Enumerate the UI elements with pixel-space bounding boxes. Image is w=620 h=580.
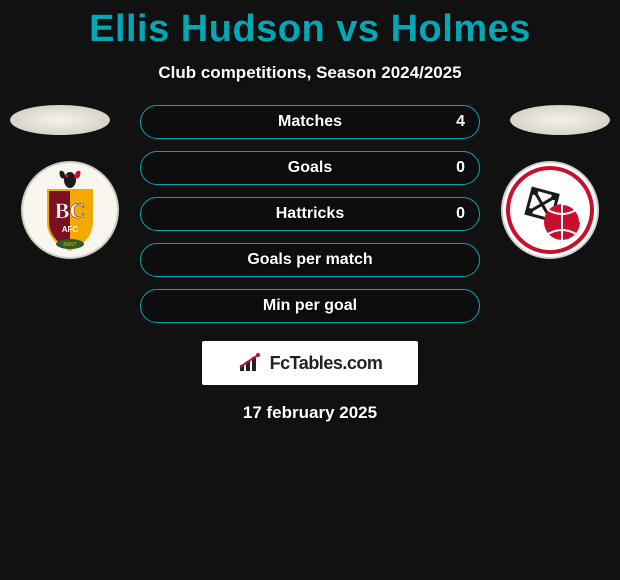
stat-label: Goals bbox=[288, 159, 332, 177]
date-line: 17 february 2025 bbox=[0, 403, 620, 423]
page-title: Ellis Hudson vs Holmes bbox=[0, 0, 620, 51]
bradford-badge-icon: BC AFC BANT bbox=[20, 160, 120, 260]
stat-label: Matches bbox=[278, 113, 342, 131]
rotherham-badge-icon bbox=[500, 160, 600, 260]
comparison-area: BC AFC BANT bbox=[0, 105, 620, 423]
stat-value-right: 0 bbox=[456, 159, 465, 177]
svg-text:AFC: AFC bbox=[62, 225, 79, 234]
stat-label: Hattricks bbox=[276, 205, 344, 223]
player-head-right bbox=[510, 105, 610, 135]
stat-row-goals-per-match: Goals per match bbox=[140, 243, 480, 277]
brand-logo-box: FcTables.com bbox=[202, 341, 418, 385]
stats-column: Matches 4 Goals 0 Hattricks 0 Goals per … bbox=[140, 105, 480, 323]
stat-row-min-per-goal: Min per goal bbox=[140, 289, 480, 323]
svg-text:BANT: BANT bbox=[63, 242, 76, 248]
subtitle: Club competitions, Season 2024/2025 bbox=[0, 63, 620, 83]
player-head-left bbox=[10, 105, 110, 135]
stat-value-right: 4 bbox=[456, 113, 465, 131]
stat-label: Goals per match bbox=[247, 251, 372, 269]
stat-row-matches: Matches 4 bbox=[140, 105, 480, 139]
svg-text:BC: BC bbox=[55, 198, 86, 223]
bar-chart-icon bbox=[238, 353, 266, 373]
stat-row-hattricks: Hattricks 0 bbox=[140, 197, 480, 231]
stat-label: Min per goal bbox=[263, 297, 357, 315]
stat-value-right: 0 bbox=[456, 205, 465, 223]
club-badge-right bbox=[500, 160, 600, 260]
club-badge-left: BC AFC BANT bbox=[20, 160, 120, 260]
brand-logo-text: FcTables.com bbox=[270, 353, 383, 374]
stat-row-goals: Goals 0 bbox=[140, 151, 480, 185]
